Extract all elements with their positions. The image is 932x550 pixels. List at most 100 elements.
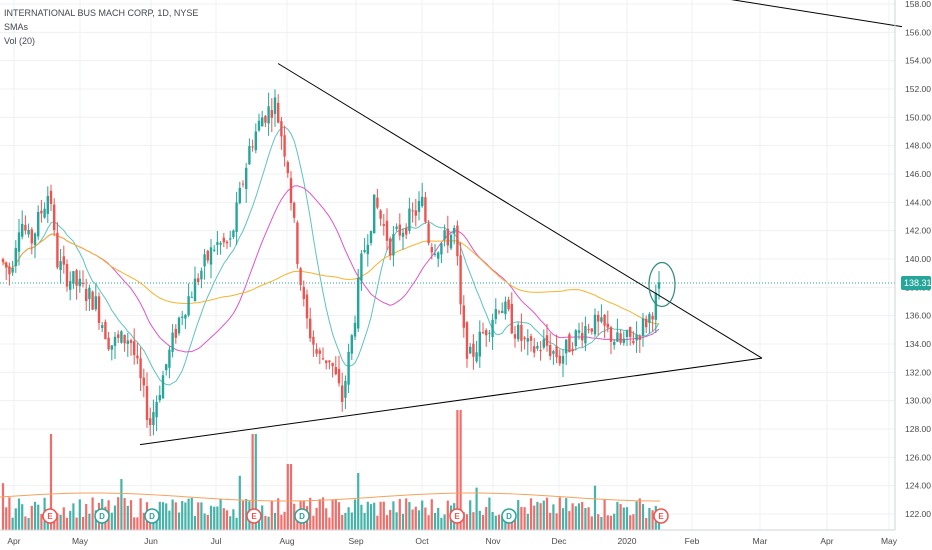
- candle-body: [139, 358, 141, 378]
- event-marker-label: D: [299, 512, 305, 521]
- candle: [392, 226, 394, 267]
- candle: [15, 240, 17, 273]
- candle: [79, 270, 81, 292]
- volume-bar: [124, 498, 126, 530]
- volume-bar: [588, 507, 590, 530]
- candle-body: [527, 338, 529, 341]
- volume-bar: [610, 516, 612, 530]
- candle: [111, 345, 113, 360]
- time-tick-label: 2020: [618, 536, 637, 546]
- candle-body: [514, 334, 516, 338]
- candle: [495, 298, 497, 324]
- candle-body: [306, 295, 308, 319]
- candle: [309, 308, 311, 342]
- candle-body: [613, 342, 615, 345]
- candle: [239, 182, 241, 205]
- volume-bar: [338, 502, 340, 530]
- volume-bar: [200, 502, 202, 530]
- volume-bar: [392, 501, 394, 530]
- candle-body: [280, 121, 282, 136]
- volume-bar: [242, 501, 244, 530]
- candle-body: [315, 349, 317, 354]
- candle: [50, 185, 52, 211]
- candle-body: [283, 135, 285, 156]
- candle: [43, 202, 45, 218]
- candle-body: [162, 375, 164, 398]
- volume-bar: [92, 497, 94, 530]
- event-marker-label: E: [658, 512, 664, 521]
- candle: [56, 222, 58, 269]
- volume-bar: [140, 498, 142, 530]
- time-axis[interactable]: Apr May Jun Jul Aug Sep Oct Nov Dec 2020 Feb Mar Apr…: [0, 530, 898, 546]
- candle-body: [427, 223, 429, 243]
- price-tick-label: 130.00: [905, 396, 931, 406]
- candle-body: [149, 418, 151, 425]
- volume-bar: [341, 515, 343, 530]
- volume-bar: [18, 499, 20, 530]
- volume-bar: [623, 508, 625, 530]
- candle-body: [95, 296, 97, 309]
- price-tick-label: 122.00: [905, 509, 931, 519]
- event-marker: E: [654, 509, 668, 523]
- candle: [517, 322, 519, 342]
- volume-bar: [360, 505, 362, 530]
- candle-body: [200, 271, 202, 280]
- candle-body: [82, 283, 84, 284]
- volume-bar: [322, 497, 324, 530]
- candle: [402, 228, 404, 250]
- symbol-title[interactable]: INTERNATIONAL BUS MACH CORP, 1D, NYSE: [4, 6, 198, 20]
- volume-bar: [584, 508, 586, 530]
- candle-body: [581, 333, 583, 340]
- candle-body: [523, 338, 525, 340]
- volume-bar: [117, 497, 119, 530]
- candle: [274, 89, 276, 127]
- candle-body: [376, 198, 378, 208]
- candle: [242, 180, 244, 187]
- candle-body: [98, 296, 100, 323]
- candle: [635, 321, 637, 353]
- candle: [191, 291, 193, 298]
- trendline-upper: [278, 63, 762, 358]
- candle-body: [603, 315, 605, 326]
- candle-body: [136, 356, 138, 359]
- volume-bar: [271, 501, 273, 530]
- volume-bar: [383, 502, 385, 530]
- volume-bar: [88, 514, 90, 530]
- volume-bar: [472, 512, 474, 530]
- candle-body: [53, 205, 55, 230]
- volume-bar: [597, 514, 599, 530]
- candle-body: [91, 292, 93, 310]
- event-marker: D: [502, 509, 516, 523]
- price-axis[interactable]: 122.00 124.00 126.00 128.00 130.00 132.00 134.…: [895, 0, 932, 530]
- volume-bar: [549, 513, 551, 530]
- trendlines[interactable]: [140, 0, 902, 445]
- time-tick-label: Jul: [211, 536, 222, 546]
- volume-bar: [40, 514, 42, 530]
- volume-bar: [136, 517, 138, 530]
- candle-body: [552, 351, 554, 354]
- candle: [216, 231, 218, 255]
- candle-body: [248, 146, 250, 164]
- candle: [168, 346, 170, 378]
- volume-bar: [604, 500, 606, 530]
- candle: [383, 214, 385, 236]
- sma-legend[interactable]: SMAs: [4, 20, 198, 34]
- volume-legend[interactable]: Vol (20): [4, 34, 198, 48]
- volume-bar: [396, 512, 398, 530]
- candle: [335, 356, 337, 375]
- candle: [421, 183, 423, 208]
- candle: [245, 163, 247, 203]
- candle-body: [418, 201, 420, 212]
- candle-body: [373, 195, 375, 234]
- candle: [107, 332, 109, 351]
- candle: [594, 308, 596, 336]
- volume-bar: [312, 516, 314, 530]
- candle-body: [507, 300, 509, 309]
- candle-body: [335, 367, 337, 374]
- candle: [261, 111, 263, 127]
- candle-body: [197, 278, 199, 282]
- candle-body: [85, 289, 87, 301]
- candle-body: [229, 238, 231, 239]
- volume-bar: [559, 497, 561, 530]
